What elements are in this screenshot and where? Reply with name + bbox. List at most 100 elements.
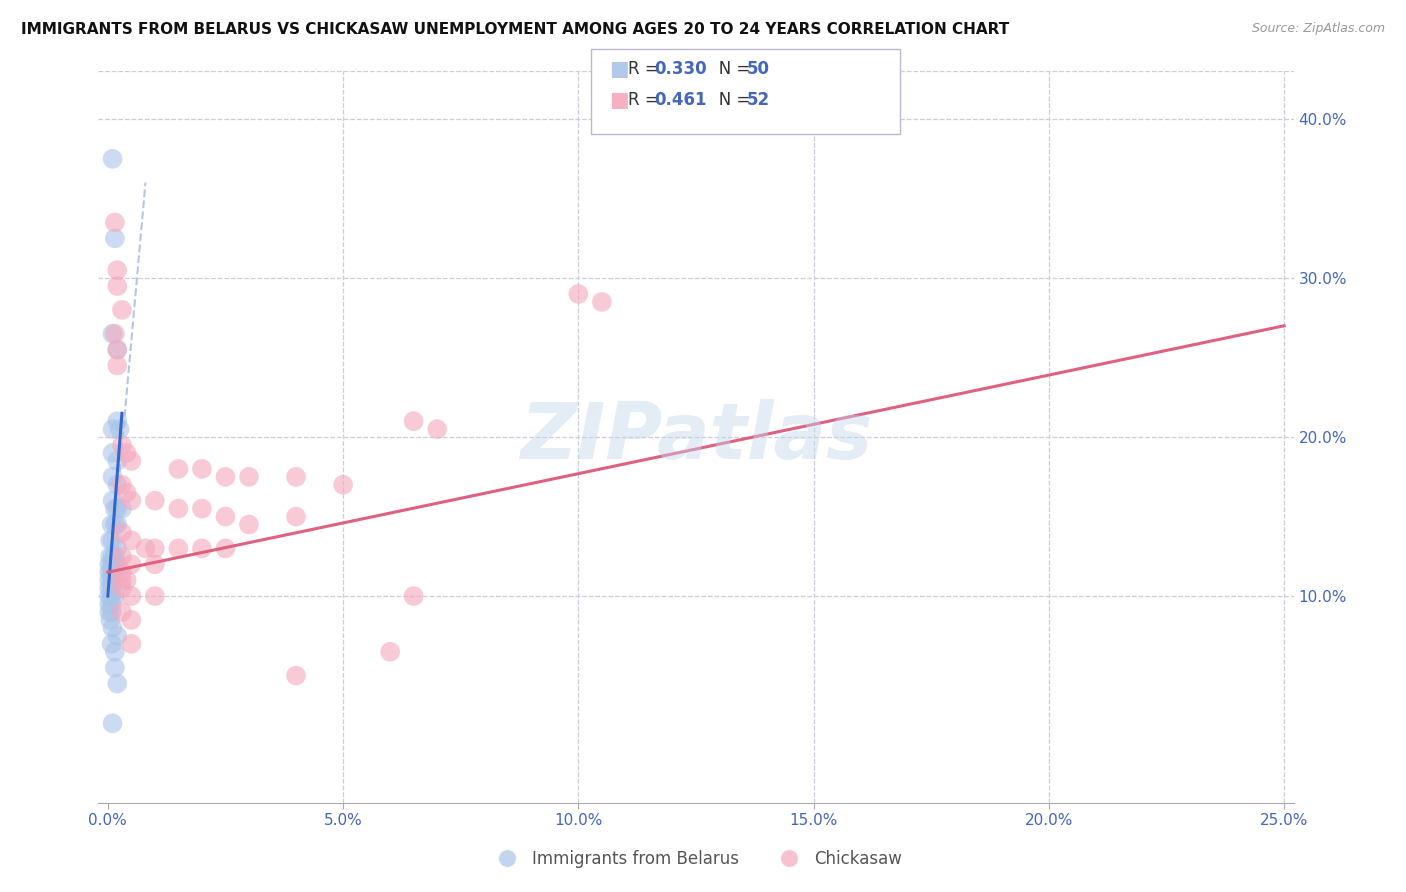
Point	[111, 477, 134, 491]
Point	[105, 343, 128, 357]
Point	[104, 501, 127, 516]
Text: 0.461: 0.461	[654, 91, 706, 109]
Point	[101, 422, 124, 436]
Point	[591, 294, 613, 309]
Point	[100, 605, 122, 619]
Point	[285, 668, 308, 682]
Point	[100, 581, 122, 595]
Point	[143, 493, 166, 508]
Text: IMMIGRANTS FROM BELARUS VS CHICKASAW UNEMPLOYMENT AMONG AGES 20 TO 24 YEARS CORR: IMMIGRANTS FROM BELARUS VS CHICKASAW UNE…	[21, 22, 1010, 37]
Point	[104, 645, 127, 659]
Legend: Immigrants from Belarus, Chickasaw: Immigrants from Belarus, Chickasaw	[484, 844, 908, 875]
Point	[238, 517, 260, 532]
Point	[100, 558, 122, 572]
Point	[98, 558, 121, 572]
Point	[111, 438, 134, 452]
Point	[100, 573, 122, 587]
Point	[105, 676, 128, 690]
Point	[105, 541, 128, 556]
Point	[101, 326, 124, 341]
Point	[101, 470, 124, 484]
Point	[104, 517, 127, 532]
Point	[100, 566, 122, 580]
Point	[98, 549, 121, 564]
Point	[111, 525, 134, 540]
Point	[111, 549, 134, 564]
Point	[167, 462, 190, 476]
Text: 0.330: 0.330	[654, 60, 706, 78]
Point	[120, 493, 142, 508]
Text: ■: ■	[609, 59, 628, 78]
Point	[214, 509, 236, 524]
Point	[105, 414, 128, 428]
Point	[191, 541, 214, 556]
Point	[191, 501, 214, 516]
Point	[98, 566, 121, 580]
Point	[167, 501, 190, 516]
Point	[332, 477, 354, 491]
Point	[101, 152, 124, 166]
Point	[105, 263, 128, 277]
Point	[115, 485, 138, 500]
Point	[101, 446, 124, 460]
Point	[105, 359, 128, 373]
Point	[143, 589, 166, 603]
Point	[238, 470, 260, 484]
Point	[214, 470, 236, 484]
Point	[111, 501, 134, 516]
Point	[120, 637, 142, 651]
Point	[285, 509, 308, 524]
Point	[105, 477, 128, 491]
Text: ■: ■	[609, 90, 628, 110]
Point	[120, 454, 142, 468]
Point	[115, 446, 138, 460]
Point	[104, 549, 127, 564]
Point	[104, 558, 127, 572]
Point	[567, 287, 589, 301]
Point	[111, 566, 134, 580]
Point	[105, 558, 128, 572]
Point	[120, 558, 142, 572]
Text: R =: R =	[628, 91, 665, 109]
Point	[100, 589, 122, 603]
Point	[134, 541, 156, 556]
Point	[191, 462, 214, 476]
Point	[285, 470, 308, 484]
Point	[111, 302, 134, 317]
Point	[111, 605, 134, 619]
Point	[167, 541, 190, 556]
Point	[143, 558, 166, 572]
Point	[104, 660, 127, 674]
Text: N =: N =	[703, 60, 755, 78]
Point	[105, 629, 128, 643]
Point	[101, 621, 124, 635]
Point	[111, 581, 134, 595]
Text: 52: 52	[747, 91, 769, 109]
Point	[120, 613, 142, 627]
Point	[100, 597, 122, 611]
Point	[104, 231, 127, 245]
Point	[104, 589, 127, 603]
Point	[214, 541, 236, 556]
Point	[100, 517, 122, 532]
Point	[108, 422, 131, 436]
Point	[98, 613, 121, 627]
Point	[98, 573, 121, 587]
Point	[101, 493, 124, 508]
Point	[143, 541, 166, 556]
Point	[98, 581, 121, 595]
Point	[120, 533, 142, 548]
Point	[105, 501, 128, 516]
Point	[105, 454, 128, 468]
Point	[98, 533, 121, 548]
Point	[120, 589, 142, 603]
Point	[101, 716, 124, 731]
Point	[98, 589, 121, 603]
Point	[111, 573, 134, 587]
Point	[104, 215, 127, 229]
Point	[402, 414, 425, 428]
Point	[98, 597, 121, 611]
Text: N =: N =	[703, 91, 755, 109]
Point	[101, 549, 124, 564]
Text: Source: ZipAtlas.com: Source: ZipAtlas.com	[1251, 22, 1385, 36]
